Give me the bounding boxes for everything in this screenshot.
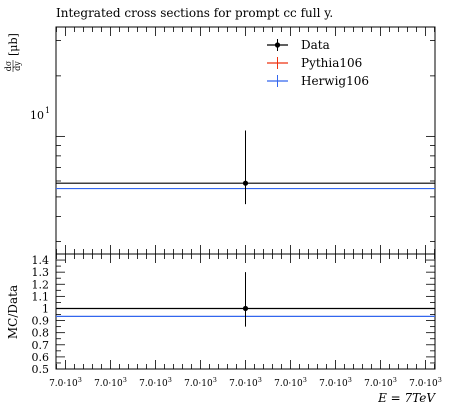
chart-title: Integrated cross sections for prompt cc … — [56, 6, 333, 20]
svg-text:Pythia106: Pythia106 — [301, 56, 362, 70]
xtick-label: 7.0·103 — [94, 376, 127, 389]
ratio-x-tick-labels: 7.0·103 7.0·103 7.0·103 7.0·103 7.0·103 7.0·1… — [49, 376, 442, 389]
ratio-ytick-label: 1.1 — [32, 290, 50, 303]
svg-text:10: 10 — [30, 109, 44, 122]
ratio-ytick-label: 0.5 — [32, 363, 50, 376]
ratio-ytick-label: 1.4 — [32, 254, 50, 267]
main-x-ticks — [56, 27, 435, 254]
ratio-ytick-label: 0.6 — [32, 351, 50, 364]
svg-text:Herwig106: Herwig106 — [301, 74, 369, 88]
ratio-ytick-label: 1.2 — [32, 278, 50, 291]
xtick-label: 7.0·103 — [319, 376, 352, 389]
legend: Data Pythia106 Herwig106 — [267, 38, 369, 88]
ratio-ytick-label: 0.7 — [32, 339, 50, 352]
ratio-ytick-label: 1 — [42, 302, 49, 315]
legend-item-herwig106: Herwig106 — [267, 74, 369, 88]
xtick-label: 7.0·103 — [229, 376, 262, 389]
ratio-ytick-label: 0.8 — [32, 327, 50, 340]
svg-text:Data: Data — [301, 38, 330, 52]
main-ylabel: dσ dy [μb] — [4, 33, 22, 72]
xtick-label: 7.0·103 — [49, 376, 82, 389]
legend-item-data: Data — [267, 38, 330, 52]
data-point — [242, 180, 249, 186]
ratio-y-tick-labels: 0.50.60.70.80.911.11.21.31.4 — [32, 254, 50, 376]
main-y-ticks — [56, 40, 435, 242]
xtick-label: 7.0·103 — [184, 376, 217, 389]
x-axis-label: E = 7TeV — [377, 391, 436, 405]
ylabel-unit: [μb] — [7, 33, 20, 56]
svg-text:1: 1 — [45, 106, 50, 115]
xtick-label: 7.0·103 — [409, 376, 442, 389]
ratio-data-point — [242, 305, 249, 312]
main-ytick-label-10: 10 1 — [30, 106, 50, 122]
xtick-label: 7.0·103 — [364, 376, 397, 389]
ratio-ytick-label: 0.9 — [32, 315, 50, 328]
ratio-y-ticks — [56, 253, 435, 370]
ratio-ytick-label: 1.3 — [32, 266, 50, 279]
ratio-ylabel: MC/Data — [6, 285, 20, 339]
xtick-label: 7.0·103 — [274, 376, 307, 389]
ylabel-numerator: dσ — [4, 60, 13, 71]
ratio-x-ticks — [56, 254, 435, 369]
legend-item-pythia106: Pythia106 — [267, 56, 362, 70]
xtick-label: 7.0·103 — [139, 376, 172, 389]
ylabel-denominator: dy — [13, 61, 22, 71]
